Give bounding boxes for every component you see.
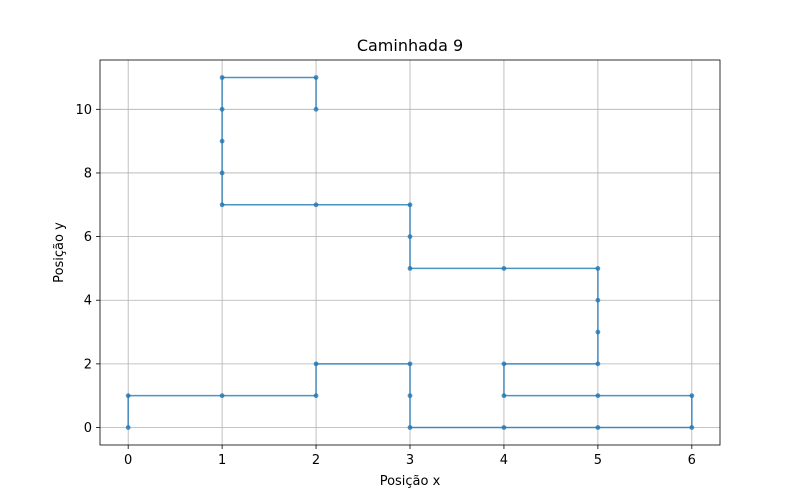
walk-point [595,297,601,303]
walk-point [407,266,413,271]
walk-point [125,425,131,430]
x-tick-label: 5 [594,453,602,468]
walk-point [313,202,319,208]
walk-point [407,425,413,430]
walk-point [595,393,601,399]
x-tick-label: 2 [312,453,320,468]
walk-point [219,106,225,112]
y-tick-label: 4 [84,294,92,309]
walk-point [595,329,601,335]
walk-point [407,202,413,208]
walk-point [219,75,225,80]
walk-point [501,393,507,399]
chart-title: Caminhada 9 [357,36,463,55]
walk-point [125,393,131,399]
walk-point [219,138,225,144]
x-tick-label: 4 [500,453,508,468]
walk-point [313,361,319,367]
walk-point [219,202,225,208]
y-tick-label: 2 [84,357,92,372]
x-tick-label: 0 [124,453,132,468]
walk-point [595,266,601,271]
walk-point [219,170,225,176]
y-tick-label: 0 [84,421,92,436]
series-walk [125,75,695,430]
x-tick-label: 1 [218,453,226,468]
walk-point [501,425,507,430]
walk-point [689,393,695,399]
walk-point [501,266,507,271]
y-axis-label: Posição y [52,222,67,283]
walk-point [313,393,319,399]
walk-point [501,361,507,367]
walk-point [595,425,601,430]
walk-point [689,425,695,430]
x-tick-label: 3 [406,453,414,468]
walk-point [313,106,319,112]
x-tick-label: 6 [688,453,696,468]
y-tick-label: 10 [75,103,92,118]
axis-ticks: 0 1 2 3 4 5 6 0 2 4 6 8 10 [75,103,696,468]
walk-point [407,361,413,367]
walk-point [219,393,225,399]
walk-point [313,75,319,80]
x-axis-label: Posição x [380,474,441,489]
walk-point [407,393,413,399]
walk-point [595,361,601,367]
y-tick-label: 8 [84,166,92,181]
walk-point [407,234,413,239]
y-tick-label: 6 [84,230,92,245]
